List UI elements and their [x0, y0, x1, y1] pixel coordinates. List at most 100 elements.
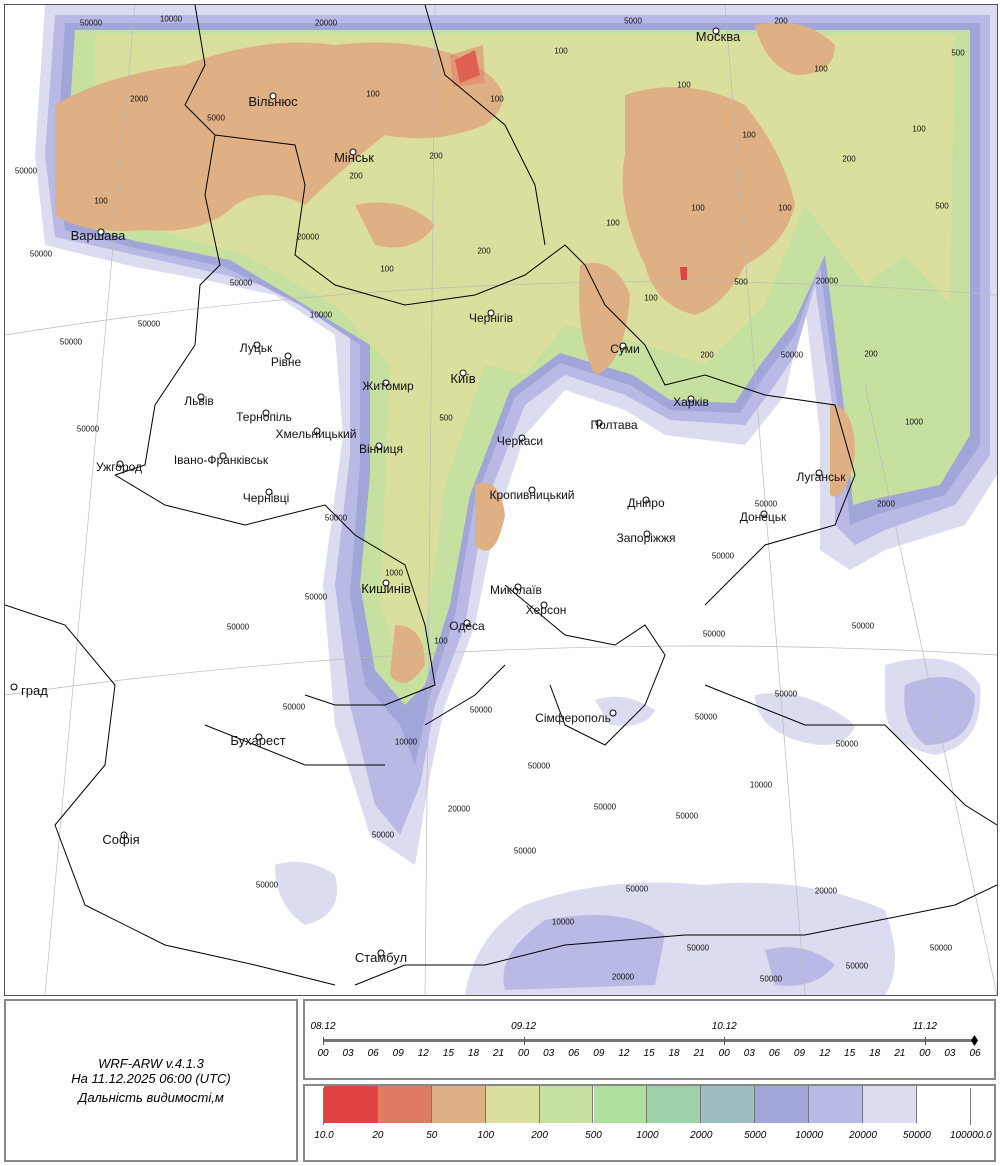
city-marker	[10, 683, 18, 691]
contour-label: 100	[742, 130, 756, 140]
borders	[5, 5, 997, 986]
contour-label: 50000	[929, 943, 953, 953]
city-marker	[349, 148, 357, 156]
city-marker	[97, 228, 105, 236]
timeline-hour-tick[interactable]: 21	[894, 1048, 906, 1059]
timeline-hour-tick[interactable]: 15	[643, 1048, 655, 1059]
city-marker	[120, 831, 128, 839]
timeline-hour-tick[interactable]: 15	[844, 1048, 856, 1059]
contour-label: 20000	[611, 972, 635, 982]
city-label: Сімферополь	[535, 711, 611, 725]
timeline-hour-tick[interactable]: 06	[969, 1048, 981, 1059]
timeline-hour-tick[interactable]: 18	[869, 1048, 881, 1059]
city-label: Кропивницький	[489, 488, 575, 502]
legend-label: 50000	[902, 1130, 931, 1141]
valid-time: На 11.12.2025 06:00 (UTC)	[71, 1071, 231, 1086]
legend-label: 5000	[744, 1130, 767, 1141]
timeline-hour-tick[interactable]: 06	[568, 1048, 580, 1059]
city-marker	[375, 442, 383, 450]
contour-label: 50000	[76, 424, 100, 434]
legend-end-tick	[969, 1088, 971, 1125]
timeline-hour-tick[interactable]: 18	[668, 1048, 680, 1059]
legend-label: 1000	[636, 1130, 659, 1141]
timeline-hour-tick[interactable]: 09	[392, 1048, 404, 1059]
city-marker	[595, 419, 603, 427]
city-label: Миколаїв	[490, 583, 542, 597]
current-time-marker[interactable]	[971, 1035, 978, 1046]
city-label: Москва	[695, 29, 741, 44]
city-marker	[219, 452, 227, 460]
contour-label: 200	[429, 151, 443, 161]
legend-swatch	[485, 1086, 540, 1123]
timeline-hour-tick[interactable]: 09	[793, 1048, 806, 1059]
visibility-map: Москва Вільнюс Мінськ Варшава Луцьк Рівне Льві…	[4, 4, 998, 996]
timeline-hour-tick[interactable]: 03	[342, 1048, 354, 1059]
timeline-hour-tick[interactable]: 15	[442, 1048, 454, 1059]
contour-label: 50000	[229, 278, 253, 288]
timeline-panel[interactable]: 00 03 06 09 12 15 18 21 00 03 06 09 12 15 18 21 00 03 06 09…	[303, 999, 996, 1080]
contour-label: 50000	[29, 249, 53, 259]
timeline-hour-tick[interactable]: 12	[417, 1048, 429, 1059]
contour-label: 100	[644, 293, 658, 303]
contour-label: 10000	[394, 737, 418, 747]
city-label: Донецьк	[739, 510, 787, 524]
city-marker	[382, 379, 390, 387]
contour-label: 100	[490, 94, 504, 104]
timeline-hour-tick[interactable]: 18	[467, 1048, 480, 1059]
timeline-hour-tick[interactable]: 00	[518, 1048, 530, 1059]
timeline-hour-tick[interactable]: 21	[492, 1048, 505, 1059]
city-label: Хмельницький	[275, 427, 357, 441]
contour-label: 50000	[774, 689, 798, 699]
timeline-hour-tick[interactable]: 03	[743, 1048, 755, 1059]
city-label: Запоріжжя	[616, 531, 676, 545]
city-marker	[382, 579, 390, 587]
timeline-hour-tick[interactable]: 00	[317, 1048, 329, 1059]
contour-label: 100	[434, 636, 448, 646]
contour-label: 200	[864, 349, 878, 359]
date-tick	[523, 1037, 525, 1045]
date-tick	[724, 1037, 726, 1045]
contour-label: 100	[691, 203, 705, 213]
city-label: Луцьк	[239, 341, 273, 355]
timeline-hour-tick[interactable]: 00	[919, 1048, 931, 1059]
timeline-track[interactable]	[323, 1039, 975, 1042]
parameter-name: Дальність видимості,м	[78, 1090, 224, 1105]
contour-label: 500	[439, 413, 453, 423]
timeline-hour-tick[interactable]: 12	[618, 1048, 630, 1059]
timeline-hour-tick[interactable]: 03	[944, 1048, 956, 1059]
timeline-hour-tick[interactable]: 06	[367, 1048, 379, 1059]
contour-label: 50000	[371, 830, 395, 840]
map-fields	[5, 5, 997, 995]
city-label: Одеса	[449, 619, 485, 633]
city-label: Харків	[673, 395, 709, 409]
contour-label: 50000	[304, 592, 328, 602]
contour-label: 100	[94, 196, 108, 206]
city-marker	[712, 27, 720, 35]
city-label: Чернігів	[468, 311, 514, 325]
timeline-hour-tick[interactable]: 09	[593, 1048, 605, 1059]
contour-label: 50000	[59, 337, 83, 347]
contour-label: 50000	[625, 884, 649, 894]
timeline-date-label: 10.12	[711, 1021, 737, 1032]
city-label: Львів	[184, 394, 214, 408]
timeline-hour-tick[interactable]: 12	[818, 1048, 831, 1059]
city-marker	[609, 709, 617, 717]
legend-label: 100000.0	[949, 1130, 992, 1141]
contour-label: 50000	[324, 513, 348, 523]
timeline-hour-tick[interactable]: 00	[718, 1048, 730, 1059]
legend-label: 10.0	[314, 1130, 334, 1141]
legend-swatch	[916, 1086, 970, 1123]
contour-label: 5000	[207, 113, 225, 123]
timeline-hour-tick[interactable]: 03	[543, 1048, 555, 1059]
contour-label: 200	[477, 246, 491, 256]
city-marker	[518, 434, 526, 442]
timeline-hour-tick[interactable]: 21	[693, 1048, 705, 1059]
city-label: Полтава	[590, 418, 638, 432]
timeline-hour-tick[interactable]: 06	[768, 1048, 780, 1059]
contour-label: 50000	[851, 621, 875, 631]
city-label: Мінськ	[334, 150, 374, 165]
contour-label: 500	[935, 201, 949, 211]
contour-label: 50000	[282, 702, 306, 712]
legend-label: 200	[531, 1130, 548, 1141]
city-label: Рівне	[270, 355, 302, 369]
